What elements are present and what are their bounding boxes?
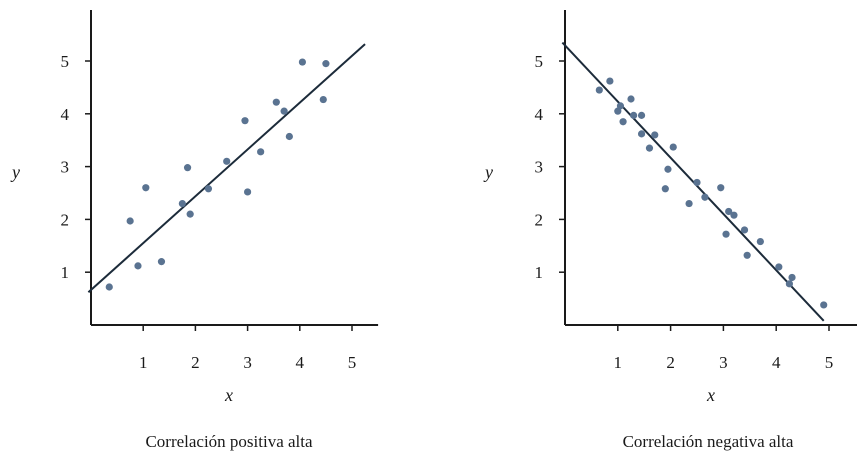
x-tick-label: 5: [348, 353, 357, 372]
data-point: [244, 188, 252, 196]
x-tick-label: 1: [139, 353, 148, 372]
regression-line: [87, 43, 366, 294]
y-tick-label: 4: [535, 105, 544, 124]
data-point: [272, 98, 280, 106]
data-point: [775, 263, 783, 271]
x-axis-label: x: [224, 385, 233, 405]
data-point: [186, 210, 194, 218]
data-point: [619, 118, 627, 126]
x-tick-label: 1: [614, 353, 623, 372]
data-point: [285, 132, 293, 141]
x-tick-label: 3: [243, 353, 252, 372]
x-tick-label: 2: [191, 353, 200, 372]
x-tick-label: 4: [772, 353, 781, 372]
x-tick-label: 2: [666, 353, 675, 372]
data-point: [740, 226, 749, 234]
y-tick-label: 2: [61, 210, 70, 229]
y-tick-label: 4: [61, 105, 70, 124]
data-point: [661, 185, 669, 193]
data-point: [785, 280, 794, 288]
x-tick-label: 5: [825, 353, 834, 372]
data-point: [606, 77, 614, 85]
data-point: [685, 199, 693, 208]
data-point: [595, 86, 603, 94]
x-axis-label: x: [706, 385, 715, 405]
y-tick-label: 3: [61, 158, 70, 177]
y-axis-label: y: [483, 162, 493, 182]
data-point: [730, 211, 738, 219]
data-point: [183, 164, 192, 172]
data-point: [669, 143, 677, 151]
data-point: [630, 111, 638, 119]
data-point: [178, 199, 186, 208]
data-point: [616, 102, 625, 110]
data-point: [319, 95, 327, 104]
data-point: [157, 258, 166, 266]
data-point: [257, 148, 265, 156]
x-tick-label: 3: [719, 353, 728, 372]
data-point: [280, 107, 288, 115]
y-tick-label: 1: [535, 263, 544, 282]
data-point: [717, 184, 725, 192]
y-tick-label: 2: [535, 210, 544, 229]
data-point: [788, 273, 796, 282]
data-point: [637, 130, 646, 138]
y-tick-label: 5: [61, 52, 70, 71]
data-point: [241, 117, 249, 125]
y-axis-label: y: [10, 162, 20, 182]
data-point: [701, 193, 709, 201]
data-point: [645, 144, 654, 152]
data-point: [298, 58, 307, 66]
data-point: [651, 131, 659, 139]
chart-caption: Correlación negativa alta: [623, 432, 794, 451]
scatter-panel-negative: y x Correlación negativa alta 1 2 3 4 5 1 2 3 4 5: [483, 10, 857, 451]
data-point: [105, 283, 113, 291]
data-point: [126, 217, 134, 225]
chart-caption: Correlación positiva alta: [145, 432, 313, 451]
data-point: [204, 185, 213, 193]
scatter-panel-positive: y x Correlación positiva alta 1 2 3 4 5 1 2 3 4 5: [10, 10, 379, 451]
data-point: [725, 207, 733, 216]
data-point: [142, 184, 150, 192]
data-point: [756, 237, 764, 246]
data-point: [637, 111, 646, 119]
y-tick-label: 1: [61, 263, 70, 282]
data-point: [820, 301, 828, 309]
y-tick-label: 3: [535, 158, 544, 177]
data-point: [743, 251, 751, 259]
regression-line: [561, 41, 825, 322]
data-point: [664, 165, 672, 173]
data-point: [722, 230, 730, 238]
data-point: [322, 60, 330, 68]
data-point: [134, 262, 142, 270]
data-point: [627, 95, 635, 103]
x-tick-label: 4: [296, 353, 305, 372]
data-point: [693, 178, 701, 187]
data-point: [223, 157, 231, 165]
y-tick-label: 5: [535, 52, 544, 71]
